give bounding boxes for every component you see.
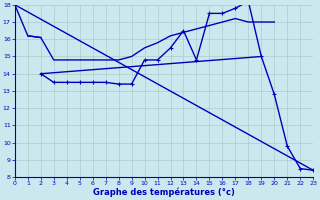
X-axis label: Graphe des températures (°c): Graphe des températures (°c) bbox=[93, 188, 235, 197]
